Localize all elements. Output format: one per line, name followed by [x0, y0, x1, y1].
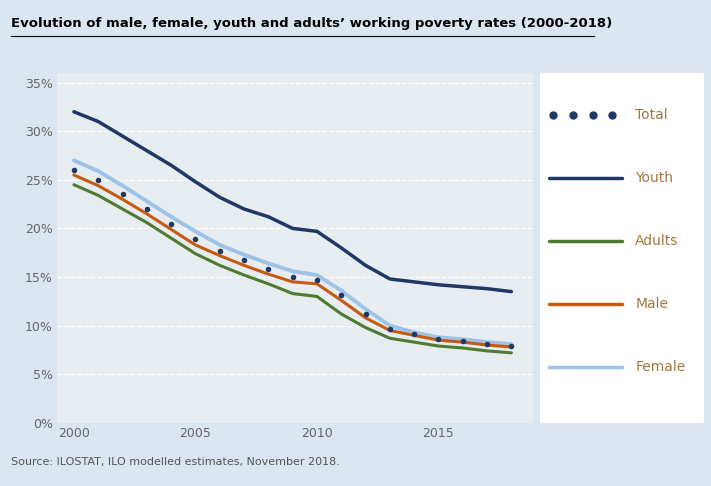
Text: Female: Female	[635, 360, 685, 374]
Text: Male: Male	[635, 297, 668, 311]
Text: Adults: Adults	[635, 234, 678, 248]
Text: Youth: Youth	[635, 171, 673, 185]
Text: Evolution of male, female, youth and adults’ working poverty rates (2000-2018): Evolution of male, female, youth and adu…	[11, 17, 612, 30]
Text: Source: ILOSTAT, ILO modelled estimates, November 2018.: Source: ILOSTAT, ILO modelled estimates,…	[11, 456, 340, 467]
Text: Total: Total	[635, 108, 668, 122]
